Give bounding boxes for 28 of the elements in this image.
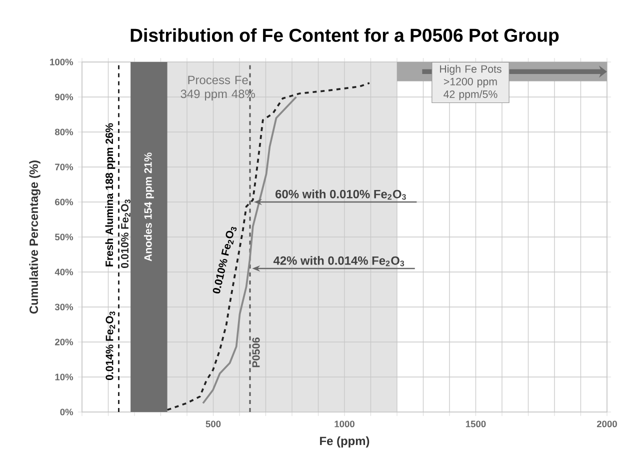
y-tick-label: 60% [55, 198, 74, 206]
annotation: 42% with 0.014% Fe$_{2}$O$_{3}$ [273, 256, 404, 266]
x-tick-label: 500 [206, 420, 221, 428]
annotation: 60% with 0.010% Fe$_{2}$O$_{3}$ [276, 190, 406, 200]
annotation: 0.010% Fe$_{2}$O$_{3}$ [212, 226, 237, 294]
y-tick-label: 50% [55, 234, 74, 240]
y-tick-label: 90% [55, 94, 74, 100]
y-tick-label: 10% [55, 374, 74, 380]
x-tick-label: 1000 [334, 420, 354, 428]
y-tick-label: 40% [54, 268, 74, 276]
band-label: Process Fe 349 ppm 48% [180, 76, 255, 100]
y-tick-label: 20% [55, 338, 74, 346]
x-tick-label: 1500 [466, 420, 486, 428]
x-tick-label: 2000 [596, 420, 617, 428]
y-tick-label: 0% [60, 408, 74, 416]
ref-line-label: P0506 [252, 338, 260, 368]
y-tick-label: 80% [55, 128, 74, 136]
x-axis-title: Fe (ppm) [320, 436, 370, 448]
annotation: Fresh Alumina 188 ppm 26% [105, 123, 116, 266]
y-axis-title: Cumulative Percentage (%) [29, 160, 40, 314]
y-tick-label: 30% [54, 304, 74, 310]
chart-title: Distribution of Fe Content for a P0506 Pot Group [130, 28, 559, 46]
y-tick-label: 100% [50, 58, 74, 66]
annotation: 0.014% Fe$_{2}$O$_{3}$ [106, 312, 116, 380]
ref-line-label: 0.010% Fe$_{2}$O$_{3}$ [121, 200, 130, 268]
y-tick-label: 70% [55, 164, 74, 170]
band-label: Anodes 154 ppm 21% [144, 152, 154, 262]
band-label: High Fe Pots >1200 ppm 42 ppm/5% [440, 64, 502, 100]
